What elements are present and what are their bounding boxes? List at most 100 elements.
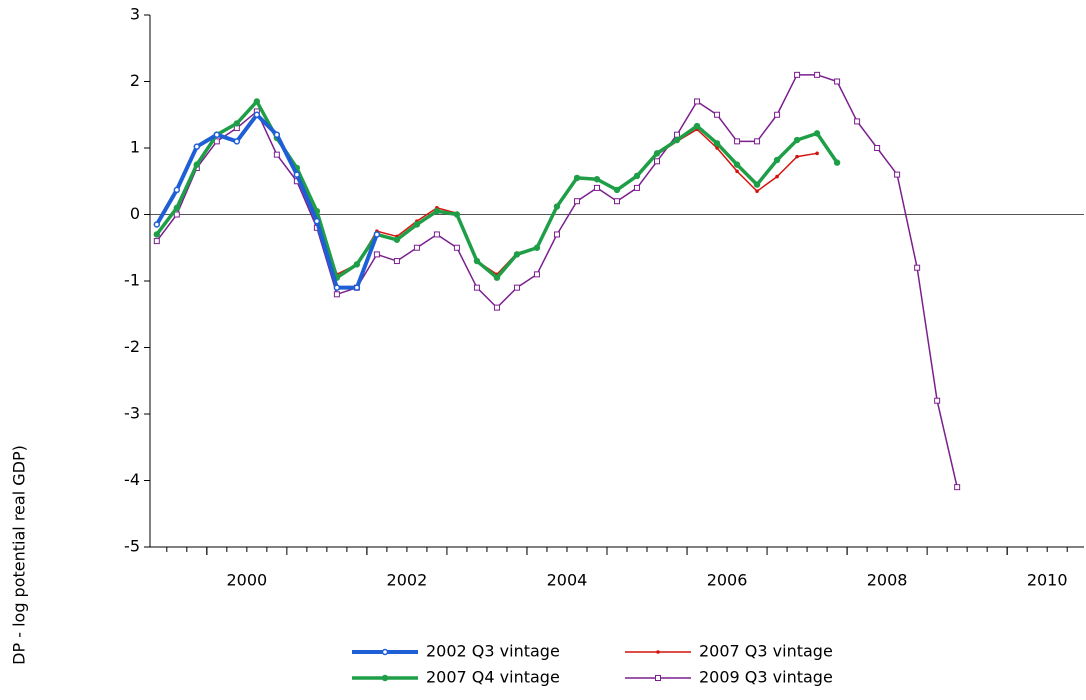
point bbox=[193, 143, 201, 150]
point bbox=[914, 264, 921, 271]
point bbox=[213, 131, 221, 138]
point bbox=[433, 207, 441, 215]
point bbox=[273, 151, 280, 158]
point bbox=[533, 271, 540, 278]
point bbox=[381, 648, 389, 656]
point bbox=[715, 146, 719, 150]
point bbox=[814, 71, 821, 78]
point bbox=[795, 154, 799, 159]
point bbox=[733, 161, 741, 168]
point bbox=[614, 198, 620, 205]
point bbox=[654, 158, 661, 165]
legend-label: 2007 Q3 vintage bbox=[699, 642, 833, 661]
point bbox=[874, 145, 881, 151]
point bbox=[173, 211, 180, 218]
y-tick-label: 3 bbox=[130, 5, 140, 24]
point bbox=[413, 221, 421, 228]
point bbox=[413, 244, 420, 251]
point bbox=[653, 150, 661, 157]
point bbox=[656, 650, 660, 654]
point bbox=[373, 231, 381, 238]
point bbox=[273, 131, 281, 138]
series-line bbox=[155, 112, 379, 290]
y-tick-label: 2 bbox=[130, 71, 140, 90]
point bbox=[755, 189, 759, 194]
point bbox=[694, 98, 701, 105]
point bbox=[153, 231, 161, 238]
point bbox=[854, 118, 861, 125]
point bbox=[493, 304, 500, 311]
point bbox=[633, 172, 641, 180]
point bbox=[233, 138, 241, 145]
point bbox=[533, 244, 541, 251]
point bbox=[193, 161, 201, 168]
point bbox=[773, 156, 781, 164]
x-tick-label: 2010 bbox=[1027, 571, 1068, 590]
point bbox=[153, 238, 160, 245]
y-tick-label: -4 bbox=[124, 470, 140, 489]
point bbox=[813, 130, 821, 137]
point bbox=[593, 184, 600, 191]
point bbox=[393, 258, 400, 265]
y-tick-label: 0 bbox=[130, 204, 140, 223]
point bbox=[894, 171, 901, 178]
x-tick-label: 2002 bbox=[387, 571, 428, 590]
point bbox=[493, 274, 501, 281]
point bbox=[713, 140, 721, 147]
point bbox=[253, 111, 261, 118]
point bbox=[734, 138, 741, 145]
point bbox=[453, 244, 460, 251]
y-tick-label: -5 bbox=[124, 537, 140, 556]
point bbox=[833, 159, 841, 166]
point bbox=[173, 186, 181, 194]
point bbox=[253, 98, 261, 105]
point bbox=[513, 251, 521, 258]
point bbox=[473, 284, 480, 291]
point bbox=[573, 174, 581, 182]
point bbox=[573, 198, 580, 205]
point bbox=[793, 136, 801, 144]
legend-label: 2002 Q3 vintage bbox=[426, 642, 560, 661]
x-tick-label: 2006 bbox=[707, 571, 748, 590]
point bbox=[754, 138, 761, 145]
point bbox=[714, 111, 721, 118]
x-tick-label: 2000 bbox=[226, 571, 267, 590]
point bbox=[373, 251, 380, 258]
point bbox=[834, 78, 841, 85]
legend-label: 2009 Q3 vintage bbox=[699, 668, 833, 687]
point bbox=[553, 231, 560, 238]
x-tick-label: 2004 bbox=[547, 571, 588, 590]
point bbox=[313, 217, 321, 225]
series-line bbox=[155, 99, 839, 280]
point bbox=[753, 181, 761, 188]
series-line bbox=[156, 102, 818, 276]
point bbox=[673, 136, 681, 144]
legend-label: 2007 Q4 vintage bbox=[426, 668, 560, 687]
point bbox=[473, 257, 481, 265]
point bbox=[815, 151, 819, 156]
point bbox=[381, 674, 389, 682]
point bbox=[774, 111, 781, 118]
point bbox=[674, 131, 681, 138]
point bbox=[593, 176, 601, 183]
point bbox=[655, 675, 661, 681]
y-axis-label: DP - log potential real GDP) bbox=[10, 445, 29, 665]
point bbox=[794, 71, 801, 78]
point bbox=[634, 184, 641, 191]
point bbox=[433, 231, 440, 238]
point bbox=[353, 261, 361, 268]
point bbox=[735, 169, 739, 174]
point bbox=[553, 203, 561, 210]
point bbox=[453, 211, 461, 218]
point bbox=[353, 284, 361, 291]
point bbox=[333, 291, 340, 298]
point bbox=[513, 284, 520, 291]
point bbox=[153, 221, 161, 228]
point bbox=[233, 120, 241, 127]
y-tick-label: -1 bbox=[124, 271, 140, 290]
point bbox=[333, 284, 341, 291]
point bbox=[934, 397, 941, 404]
point bbox=[173, 204, 181, 212]
point bbox=[693, 122, 701, 130]
